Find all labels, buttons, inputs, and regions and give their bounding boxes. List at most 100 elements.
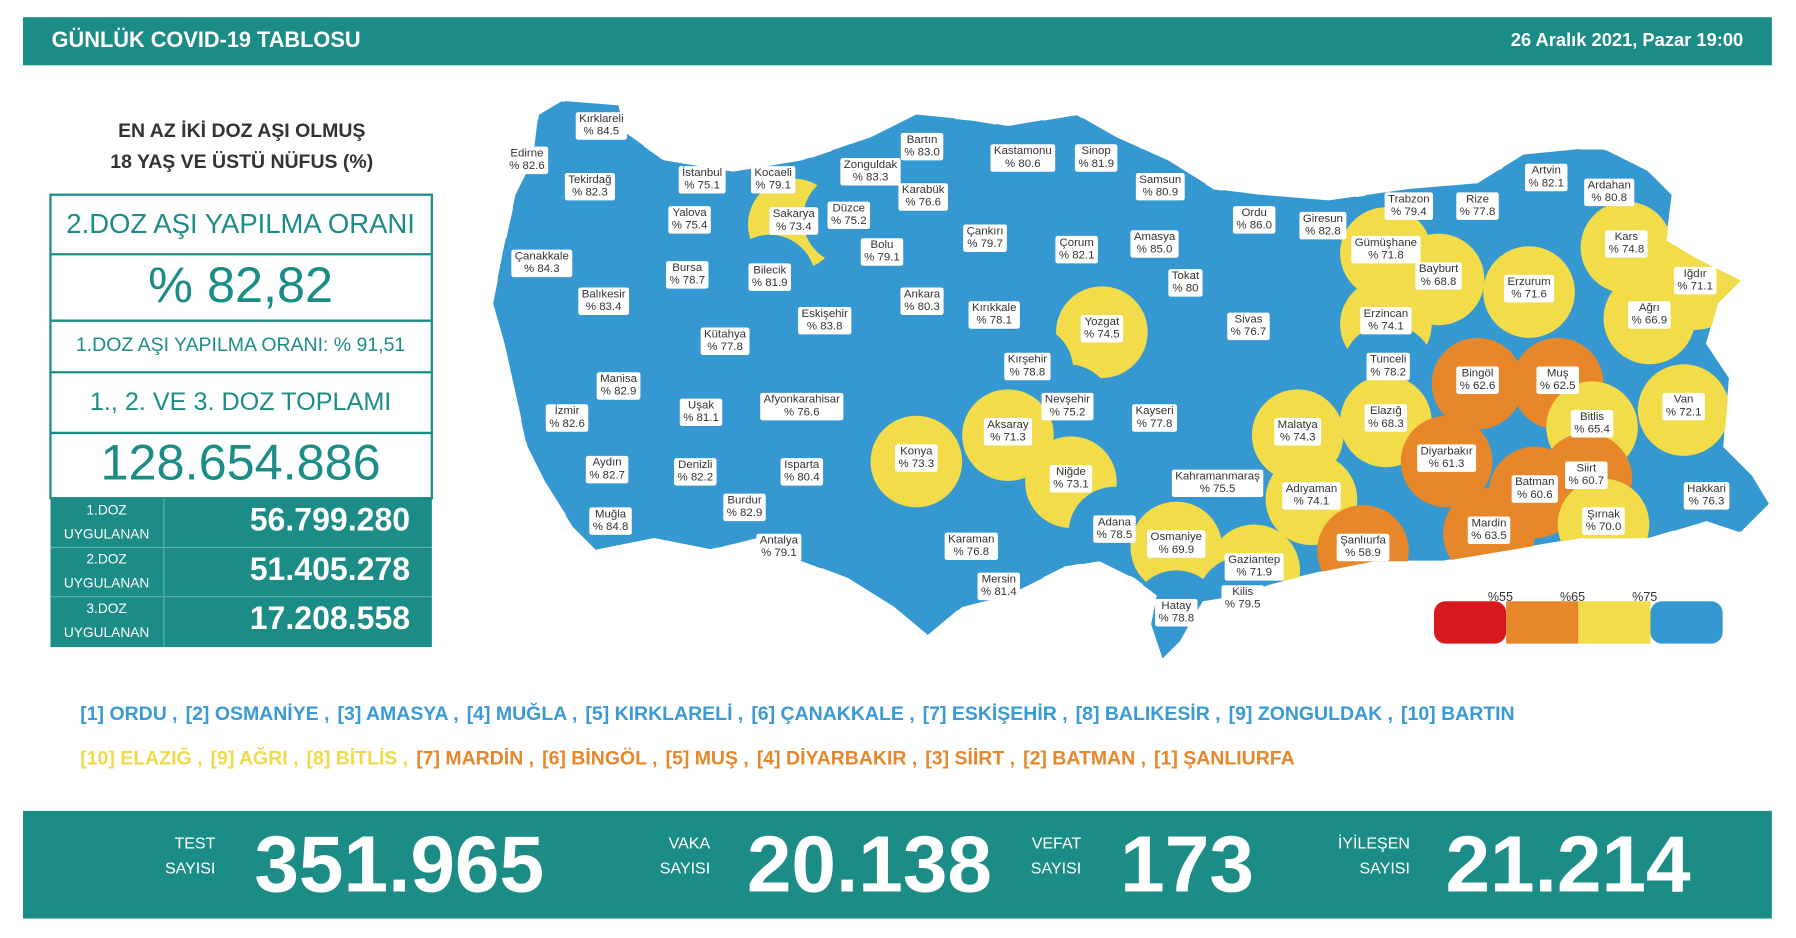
province-label: Çankırı% 79.7 [963,224,1007,252]
label-box [1360,306,1412,335]
province-value: % 84.5 [584,126,620,138]
province-name: Bingöl [1462,367,1494,379]
province-value: % 71.3 [990,432,1026,444]
dose-label: UYGULANAN [64,526,149,541]
label-box [723,493,766,522]
dose-table [50,498,432,648]
province-name: Kars [1615,231,1639,243]
stat-label: SAYISI [660,860,710,878]
province-value: % 79.1 [864,252,900,264]
label-box [1135,172,1185,201]
label-box [780,458,824,486]
dose-label: UYGULANAN [64,625,149,640]
label-box [1041,392,1094,421]
label-box [1628,301,1671,329]
province-label: İzmir% 82.6 [545,404,589,432]
legend-swatch [1506,601,1579,644]
province-name: Bursa [672,262,703,274]
stat-value: 173 [1120,819,1254,909]
province-label: Iğdır% 71.1 [1673,266,1717,295]
province-name: Mardin [1471,517,1506,529]
province-value: % 82.6 [549,418,585,430]
stats-bar [22,810,1772,919]
province-value: % 78.8 [1159,612,1195,624]
province-label: Niğde% 73.1 [1049,464,1093,493]
province-label: Elazığ% 68.3 [1364,404,1408,432]
province-value: % 83.0 [904,146,940,158]
province-name: Erzurum [1507,276,1550,288]
province-name: Iğdır [1684,268,1707,280]
province-name: Ordu [1241,207,1266,219]
province-value: % 77.8 [1460,206,1496,218]
label-box [1274,418,1322,446]
province-value: % 76.6 [784,406,820,418]
province-value: % 81.9 [1078,158,1114,170]
province-label: Bayburt% 68.8 [1415,262,1462,290]
ranking-item: [9] ZONGULDAK , [1229,703,1393,725]
province-name: Van [1674,394,1694,406]
label-box [944,532,998,561]
province-name: Yalova [672,207,707,219]
stat-value: 351.965 [254,819,544,909]
label-box [1221,585,1264,613]
province-name: Yozgat [1085,316,1120,328]
province-name: Adana [1098,516,1132,528]
legend-swatch [1578,601,1651,644]
province-value: % 79.7 [967,238,1003,250]
province-name: Isparta [784,459,820,471]
stat-value: 21.214 [1445,819,1691,909]
legend-label: %75 [1632,590,1657,604]
province-value: % 82.8 [1305,225,1341,237]
label-box [840,158,901,186]
province-name: Afyonkarahisar [764,394,840,406]
province-label: Şırnak% 70.0 [1582,507,1625,535]
ranking-item: [4] MUĞLA , [467,701,578,725]
province-label: Burdur% 82.9 [723,493,766,522]
province-name: Bartın [907,134,938,146]
ranking-item: [1] ŞANLIURFA [1154,747,1295,769]
province-label: Samsun% 80.9 [1135,172,1185,201]
label-box [1662,392,1705,421]
label-box [748,263,791,291]
province-name: Kastamonu [994,145,1052,157]
label-box [1080,314,1124,343]
province-name: Bayburt [1419,263,1459,275]
legend-label: %65 [1560,590,1585,604]
province-value: % 79.5 [1225,599,1261,611]
stat-label: SAYISI [1359,860,1409,878]
label-box [575,112,628,140]
dose-label: 3.DOZ [86,601,126,616]
label-box [679,398,723,427]
legend-swatch [1650,601,1723,644]
province-value: % 81.1 [683,412,719,424]
label-box [827,201,870,230]
province-value: % 79.4 [1391,206,1427,218]
province-value: % 62.5 [1540,380,1576,392]
province-label: Bursa% 78.7 [666,261,709,289]
panel-heading: 18 YAŞ VE ÜSTÜ NÜFUS (%) [110,150,373,173]
province-value: % 85.0 [1137,244,1173,256]
ranking-item: [9] AĞRI , [211,745,299,769]
province-value: % 82.2 [677,472,713,484]
province-label: Hatay% 78.8 [1155,598,1198,627]
ranking-item: [6] BİNGÖL , [542,746,657,769]
province-name: Artvin [1532,165,1561,177]
header-title: GÜNLÜK COVID-19 TABLOSU [52,27,361,52]
province-name: Kırklareli [579,113,624,125]
province-label: Mersin% 81.4 [977,572,1021,601]
province-value: % 82.3 [572,186,608,198]
province-name: Konya [900,445,933,457]
label-box [545,404,589,432]
label-box [585,455,629,484]
label-box [1417,444,1477,472]
label-box [898,183,948,211]
province-value: % 80.3 [904,301,940,313]
province-value: % 82.1 [1059,249,1095,261]
province-value: % 74.1 [1294,496,1330,508]
ranking-item: [2] OSMANİYE , [186,702,330,725]
province-label: Rize% 77.8 [1456,192,1499,220]
province-value: % 74.5 [1084,328,1120,340]
province-name: Niğde [1056,466,1086,478]
province-label: Karabük% 76.6 [898,183,948,211]
